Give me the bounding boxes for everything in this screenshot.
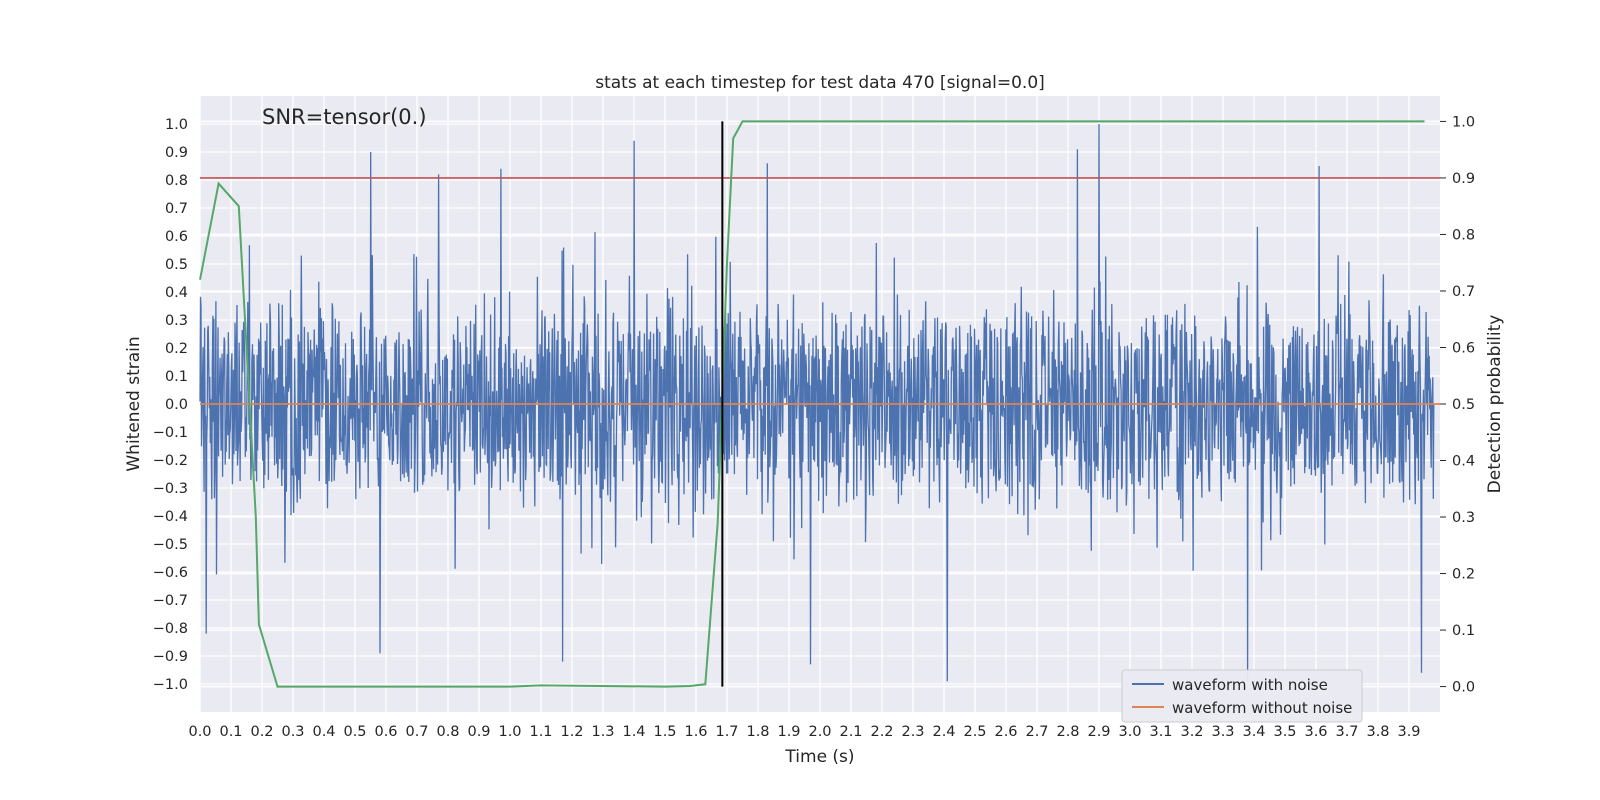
legend-label-noise: waveform with noise	[1172, 676, 1328, 694]
y-tick-label: 0.5	[165, 257, 188, 273]
y2-tick-label: 0.4	[1452, 454, 1475, 470]
chart-title: stats at each timestep for test data 470…	[595, 73, 1045, 93]
x-tick-label: 3.4	[1242, 724, 1265, 740]
y2-tick-label: 0.2	[1452, 567, 1475, 583]
x-tick-label: 0.1	[219, 724, 242, 740]
y-tick-label: −0.8	[153, 621, 188, 637]
series-detection-probability	[199, 120, 1425, 688]
y2-axis-label: Detection probability	[1485, 315, 1505, 494]
y-tick-label: 0.9	[165, 145, 188, 161]
y-tick-label: −0.3	[153, 481, 188, 497]
y2-tick-label: 0.8	[1452, 227, 1475, 243]
y-tick-label: 0.2	[165, 341, 188, 357]
x-tick-label: 3.8	[1366, 724, 1389, 740]
y-tick-label: −1.0	[153, 677, 188, 693]
y-axis-right-ticks: 1.0 0.9 0.8 0.7 0.6 0.5 0.4 0.3 0.2 0.1 0.0	[1440, 114, 1475, 696]
x-tick-label: 3.5	[1273, 724, 1296, 740]
snr-annotation: SNR=tensor(0.)	[262, 105, 427, 129]
y-tick-label: −0.7	[153, 593, 188, 609]
x-axis-label: Time (s)	[784, 747, 854, 767]
y-tick-label: −0.9	[153, 649, 188, 665]
y-tick-label: −0.6	[153, 565, 188, 581]
x-tick-label: 2.4	[932, 724, 955, 740]
y-tick-label: −0.4	[153, 509, 188, 525]
y-tick-label: 0.4	[165, 285, 188, 301]
x-tick-label: 2.7	[1025, 724, 1048, 740]
x-tick-label: 2.1	[839, 724, 862, 740]
x-tick-label: 0.0	[188, 724, 211, 740]
x-tick-label: 3.9	[1397, 724, 1420, 740]
x-tick-label: 3.3	[1211, 724, 1234, 740]
y2-tick-label: 0.7	[1452, 284, 1475, 300]
detection-probability-line	[199, 120, 1425, 688]
x-tick-label: 1.9	[777, 724, 800, 740]
x-tick-label: 0.6	[374, 724, 397, 740]
y-tick-label: 0.0	[165, 397, 188, 413]
y-tick-label: 0.3	[165, 313, 188, 329]
x-tick-label: 1.4	[622, 724, 645, 740]
x-tick-label: 1.3	[591, 724, 614, 740]
x-tick-label: 0.9	[467, 724, 490, 740]
x-tick-label: 3.7	[1335, 724, 1358, 740]
y-tick-label: 0.6	[165, 229, 188, 245]
x-tick-label: 3.2	[1180, 724, 1203, 740]
y-tick-label: −0.2	[153, 453, 188, 469]
y2-tick-label: 0.1	[1452, 623, 1475, 639]
x-axis-ticks: 0.0 0.1 0.2 0.3 0.4 0.5 0.6 0.7 0.8 0.9 1.0 1.1 1.2 1…	[188, 724, 1420, 740]
y2-tick-label: 0.5	[1452, 397, 1475, 413]
series-waveform-with-noise	[199, 123, 1435, 682]
x-tick-label: 0.7	[405, 724, 428, 740]
x-tick-label: 3.6	[1304, 724, 1327, 740]
x-tick-label: 2.6	[994, 724, 1017, 740]
y2-tick-label: 0.3	[1452, 510, 1475, 526]
x-tick-label: 3.1	[1149, 724, 1172, 740]
legend-label-clean: waveform without noise	[1172, 699, 1352, 717]
waveform-with-noise-line	[199, 123, 1435, 682]
x-tick-label: 2.3	[901, 724, 924, 740]
x-tick-label: 0.3	[281, 724, 304, 740]
y-tick-label: −0.1	[153, 425, 188, 441]
x-tick-label: 1.5	[653, 724, 676, 740]
x-tick-label: 2.5	[963, 724, 986, 740]
x-tick-label: 2.0	[808, 724, 831, 740]
y-tick-label: 0.7	[165, 201, 188, 217]
x-tick-label: 1.0	[498, 724, 521, 740]
x-tick-label: 0.4	[312, 724, 335, 740]
y-axis-label: Whitened strain	[124, 336, 144, 471]
legend: waveform with noise waveform without noi…	[1121, 669, 1363, 723]
y2-tick-label: 0.9	[1452, 171, 1475, 187]
y-tick-label: 0.1	[165, 369, 188, 385]
y2-tick-label: 0.0	[1452, 680, 1475, 696]
x-tick-label: 2.8	[1056, 724, 1079, 740]
y-axis-left-ticks: 1.0 0.9 0.8 0.7 0.6 0.5 0.4 0.3 0.2 0.1 0.0 −0.1 −0.…	[153, 117, 188, 693]
y2-tick-label: 1.0	[1452, 114, 1475, 130]
legend-box	[1121, 669, 1363, 723]
y2-tick-label: 0.6	[1452, 340, 1475, 356]
x-tick-label: 1.7	[715, 724, 738, 740]
x-tick-label: 2.9	[1087, 724, 1110, 740]
y-tick-label: 0.8	[165, 173, 188, 189]
x-tick-label: 2.2	[870, 724, 893, 740]
x-tick-label: 0.5	[343, 724, 366, 740]
y-tick-label: −0.5	[153, 537, 188, 553]
x-tick-label: 0.2	[250, 724, 273, 740]
x-tick-label: 1.6	[684, 724, 707, 740]
x-tick-label: 1.8	[746, 724, 769, 740]
x-tick-label: 0.8	[436, 724, 459, 740]
x-tick-label: 1.2	[560, 724, 583, 740]
x-tick-label: 3.0	[1118, 724, 1141, 740]
y-tick-label: 1.0	[165, 117, 188, 133]
x-tick-label: 1.1	[529, 724, 552, 740]
